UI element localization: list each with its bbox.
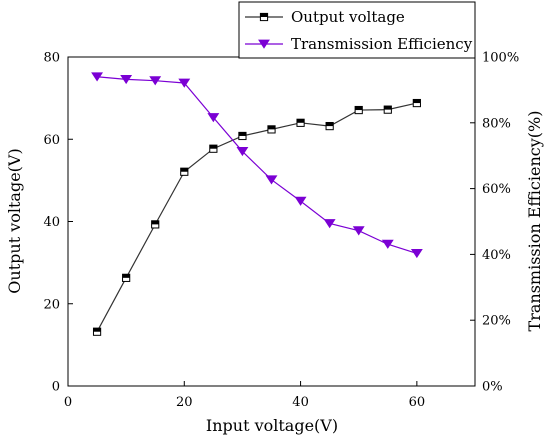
x-tick-label: 40	[292, 395, 309, 410]
legend: Output voltage Transmission Efficiency	[238, 1, 476, 59]
marker-triangle	[236, 147, 249, 157]
data-point	[412, 98, 421, 108]
legend-entry-1: Transmission Efficiency	[245, 35, 473, 53]
marker-square-fill	[296, 119, 305, 123]
marker-triangle	[381, 239, 394, 249]
y-tick-label: 40	[43, 215, 60, 230]
marker-triangle	[352, 226, 365, 236]
data-point	[410, 249, 423, 259]
data-point	[381, 239, 394, 249]
marker-triangle	[294, 196, 307, 206]
marker-square-fill	[93, 328, 101, 332]
series-line	[97, 76, 418, 254]
y-tick-label: 0	[52, 380, 60, 395]
y2-tick-label: 60%	[482, 182, 511, 197]
y2-tick-label: 0%	[482, 380, 503, 395]
x-axis-title: Input voltage(V)	[206, 416, 338, 435]
data-point	[236, 147, 249, 157]
data-point	[151, 220, 160, 229]
marker-triangle	[265, 175, 278, 185]
marker-triangle	[258, 39, 270, 49]
series-layer	[91, 72, 423, 336]
data-point	[296, 118, 305, 127]
data-point	[91, 72, 104, 82]
data-point	[207, 113, 220, 123]
series-0	[92, 98, 421, 336]
marker-square-fill	[122, 274, 130, 278]
legend-label: Output voltage	[291, 8, 405, 26]
data-point	[352, 226, 365, 236]
marker-square-fill	[209, 145, 217, 149]
data-point	[354, 105, 363, 115]
data-point	[209, 144, 218, 153]
x-tick-label: 20	[176, 395, 193, 410]
marker-triangle	[410, 249, 423, 259]
marker-triangle	[149, 76, 162, 86]
marker-square-fill	[238, 132, 247, 136]
y-axis-title: Output voltage(V)	[5, 148, 24, 293]
axes: 0 20 40 60 0 20 40 60 80 0% 20% 40% 60% 80% 100%	[43, 51, 519, 411]
data-point	[383, 105, 392, 114]
y-tick-label: 60	[43, 133, 60, 148]
marker-triangle	[120, 74, 133, 85]
y2-tick-label: 80%	[482, 116, 511, 131]
data-point	[325, 121, 334, 131]
marker-square-fill	[151, 220, 159, 225]
legend-marker	[258, 39, 270, 49]
y2-axis-title: Transmission Efficiency(%)	[525, 111, 544, 332]
marker-triangle	[207, 113, 220, 123]
marker-square-fill	[180, 168, 188, 172]
marker-square-fill	[355, 106, 363, 111]
data-point	[92, 327, 102, 336]
marker-square-fill	[384, 106, 392, 110]
data-point	[149, 76, 162, 86]
legend-entry-0: Output voltage	[245, 8, 405, 26]
data-point	[294, 196, 307, 206]
y-tick-label: 20	[43, 297, 60, 312]
marker-triangle	[323, 219, 336, 229]
marker-square-fill	[413, 99, 421, 104]
marker-triangle	[91, 72, 104, 82]
data-point	[238, 131, 247, 141]
data-point	[323, 219, 336, 229]
legend-marker	[259, 12, 269, 22]
data-point	[178, 78, 191, 88]
marker-square-fill	[267, 125, 276, 130]
x-tick-label: 60	[409, 395, 426, 410]
y2-tick-label: 40%	[482, 248, 511, 263]
data-point	[122, 273, 131, 282]
legend-label: Transmission Efficiency	[291, 35, 473, 53]
legend-box	[238, 1, 476, 59]
data-point	[267, 125, 276, 134]
data-point	[120, 74, 133, 85]
y2-tick-label: 20%	[482, 314, 511, 329]
marker-square-fill	[326, 122, 334, 127]
series-line	[96, 102, 417, 332]
y-tick-label: 80	[43, 51, 60, 66]
y2-tick-label: 100%	[482, 51, 519, 66]
marker-square-fill	[260, 13, 268, 17]
data-point	[265, 175, 278, 185]
marker-triangle	[178, 78, 191, 88]
series-1	[91, 72, 423, 259]
data-point	[180, 167, 189, 176]
x-tick-label: 0	[64, 395, 72, 410]
